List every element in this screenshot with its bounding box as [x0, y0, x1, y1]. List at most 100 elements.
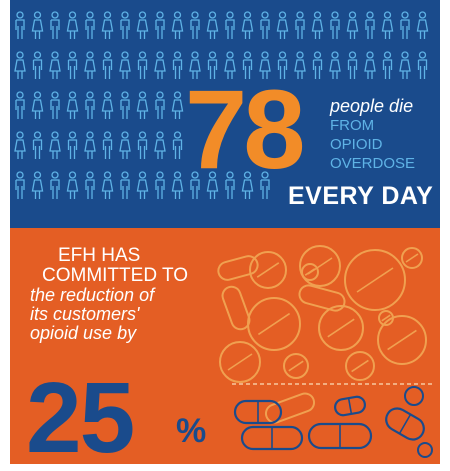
- person-icon: [241, 171, 254, 199]
- bottom-panel: EFH HAS COMMITTED TO the reduction of it…: [10, 228, 440, 464]
- person-icon: [346, 11, 359, 39]
- person-icon: [120, 11, 130, 39]
- pill-icon: [264, 392, 316, 424]
- person-icon: [154, 131, 166, 159]
- person-icon: [347, 51, 358, 79]
- person-icon: [207, 51, 218, 79]
- pill-icon: [217, 255, 259, 281]
- person-icon: [84, 51, 96, 79]
- efh-has-text: EFH HAS: [58, 245, 141, 266]
- person-icon: [50, 11, 60, 39]
- person-icon: [137, 51, 148, 79]
- person-icon: [102, 131, 113, 159]
- opioid-use-text: opioid use by: [30, 323, 137, 343]
- person-icon: [206, 171, 219, 199]
- person-icon: [312, 51, 323, 79]
- committed-to-text: COMMITTED TO: [42, 265, 189, 286]
- person-icon: [67, 131, 78, 159]
- person-icon: [260, 171, 270, 199]
- person-icon: [31, 91, 44, 119]
- person-icon: [276, 11, 289, 39]
- pill-icon: [401, 247, 423, 269]
- person-icon: [277, 51, 288, 79]
- person-icon: [172, 131, 183, 159]
- from-text: FROM: [330, 117, 375, 134]
- pill-icon: [301, 263, 319, 281]
- customers-text: its customers': [30, 304, 140, 324]
- person-icon: [31, 11, 44, 39]
- person-icon: [400, 11, 410, 39]
- person-icon: [84, 131, 96, 159]
- pill-icon: [233, 399, 283, 425]
- top-panel: 78 people die FROM OPIOID OVERDOSE EVERY…: [10, 0, 440, 228]
- person-icon: [120, 171, 130, 199]
- person-icon: [154, 51, 166, 79]
- person-icon: [137, 131, 148, 159]
- pills-illustration: [217, 245, 433, 458]
- pill-icon: [298, 284, 346, 312]
- pill-icon: [417, 442, 433, 458]
- person-icon: [295, 11, 305, 39]
- person-icon: [311, 11, 324, 39]
- person-icon: [102, 51, 113, 79]
- person-icon: [66, 171, 79, 199]
- person-icon: [330, 11, 340, 39]
- every-day-text: EVERY DAY: [288, 182, 434, 210]
- people-die-text: people die: [330, 96, 414, 116]
- person-icon: [365, 11, 375, 39]
- person-icon: [85, 91, 95, 119]
- person-icon: [171, 91, 184, 119]
- person-icon: [259, 51, 271, 79]
- pill-icon: [307, 422, 373, 450]
- person-icon: [136, 91, 149, 119]
- person-icon: [14, 131, 26, 159]
- person-icon: [225, 11, 235, 39]
- person-icon: [155, 171, 165, 199]
- person-icon: [190, 171, 200, 199]
- person-icon: [225, 171, 235, 199]
- person-icon: [15, 91, 25, 119]
- person-icon: [50, 171, 60, 199]
- pill-icon: [299, 245, 341, 287]
- pill-icon: [283, 353, 309, 379]
- person-icon: [101, 91, 114, 119]
- person-icon: [49, 51, 61, 79]
- reduction-text: the reduction of: [30, 285, 155, 305]
- person-icon: [381, 11, 394, 39]
- pill-icon: [344, 249, 406, 311]
- pill-icon: [221, 285, 251, 331]
- people-icon-grid: [14, 11, 429, 199]
- person-icon: [31, 171, 44, 199]
- person-icon: [206, 11, 219, 39]
- person-icon: [294, 51, 306, 79]
- person-icon: [85, 11, 95, 39]
- person-icon: [101, 171, 114, 199]
- pill-icon: [219, 341, 261, 383]
- person-icon: [382, 51, 393, 79]
- person-icon: [67, 51, 78, 79]
- pill-icon: [377, 315, 427, 365]
- person-icon: [260, 11, 270, 39]
- pill-icon: [318, 305, 364, 351]
- pill-icon: [404, 386, 424, 406]
- pill-icon: [249, 251, 287, 289]
- person-icon: [66, 91, 79, 119]
- person-icon: [15, 11, 25, 39]
- person-icon: [32, 131, 43, 159]
- person-icon: [85, 171, 95, 199]
- person-icon: [14, 51, 26, 79]
- person-icon: [329, 51, 341, 79]
- pill-icon: [378, 310, 394, 326]
- person-icon: [49, 131, 61, 159]
- person-icon: [190, 11, 200, 39]
- person-icon: [136, 11, 149, 39]
- pill-icon: [345, 351, 375, 381]
- infographic: 78 people die FROM OPIOID OVERDOSE EVERY…: [10, 0, 440, 471]
- reduction-number: 25: [26, 362, 135, 464]
- percent-sign: %: [176, 412, 207, 450]
- person-icon: [189, 51, 201, 79]
- person-icon: [171, 171, 184, 199]
- deaths-number: 78: [185, 67, 306, 192]
- person-icon: [119, 131, 131, 159]
- person-icon: [120, 91, 130, 119]
